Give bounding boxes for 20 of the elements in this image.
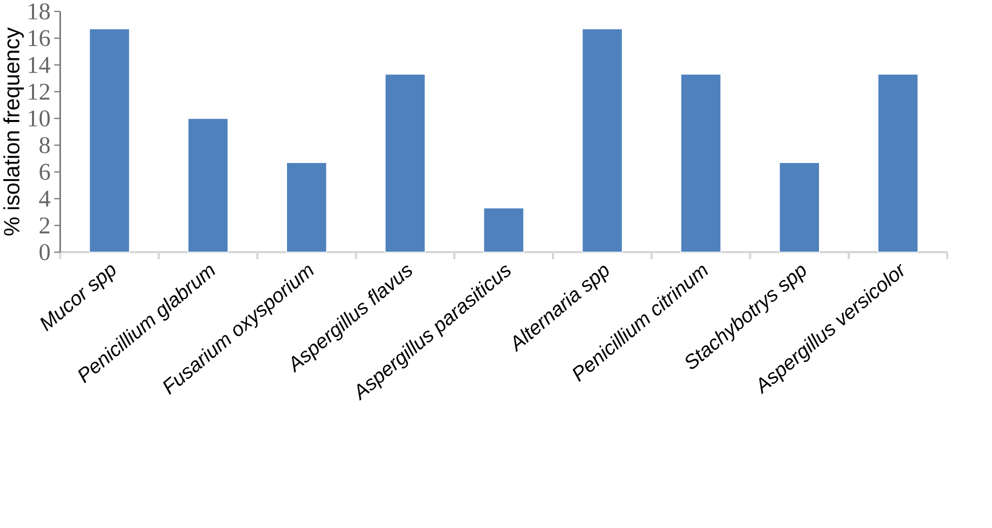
y-tick-label: 16 xyxy=(28,30,50,46)
bar xyxy=(680,74,722,253)
bar xyxy=(89,28,130,253)
y-tick-label: 10 xyxy=(28,110,50,127)
y-tick-label: 0 xyxy=(40,244,50,260)
y-axis-title: % isolation frequency xyxy=(3,28,24,236)
y-tick-label: 12 xyxy=(28,84,50,100)
bar xyxy=(384,74,426,253)
bar xyxy=(188,118,228,253)
y-tick-label: 14 xyxy=(28,57,50,73)
bar xyxy=(286,162,327,253)
y-tick-label: 2 xyxy=(40,218,50,234)
y-tick-label: 18 xyxy=(28,3,50,20)
bar xyxy=(878,74,918,253)
y-tick-label: 6 xyxy=(40,164,50,180)
bar xyxy=(582,28,623,253)
bar xyxy=(483,208,524,253)
y-tick-label: 4 xyxy=(39,190,50,207)
y-tick-label: 8 xyxy=(40,137,50,154)
bar xyxy=(779,162,820,253)
